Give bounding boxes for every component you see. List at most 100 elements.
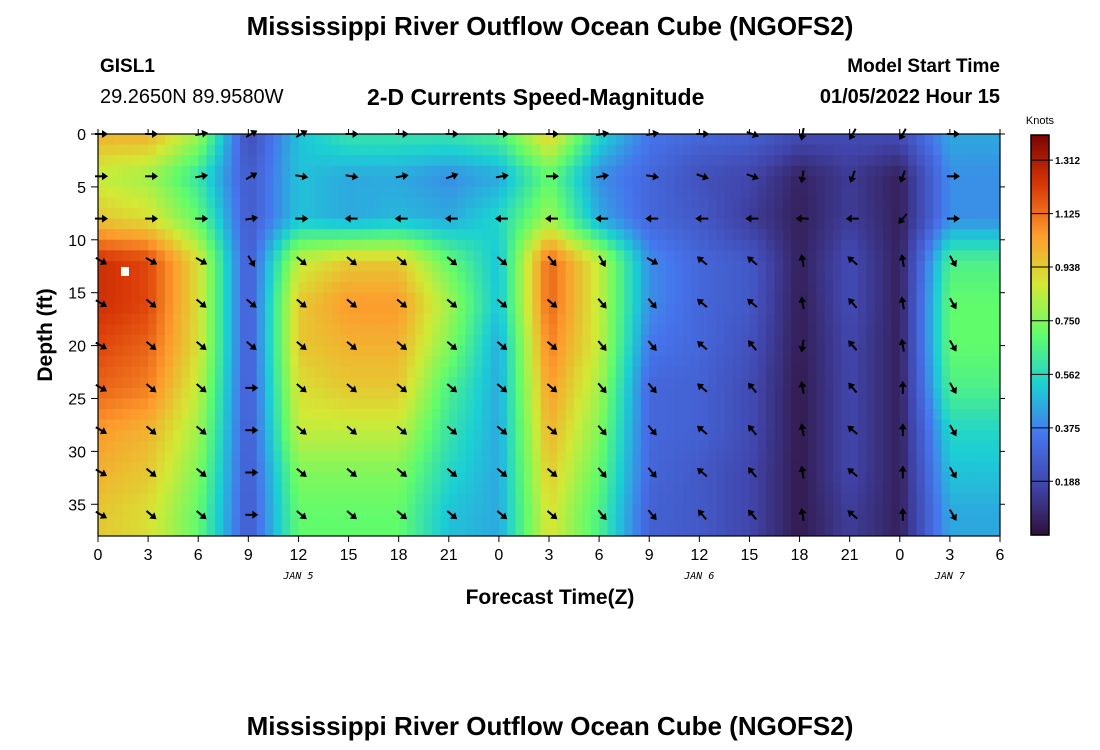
heatmap-cell: [298, 260, 308, 273]
heatmap-cell: [924, 197, 934, 209]
heatmap-cell: [139, 260, 149, 273]
heatmap-cell: [540, 197, 550, 209]
heatmap-cell: [331, 176, 341, 188]
heatmap-cell: [782, 313, 792, 326]
heatmap-cell: [131, 186, 141, 199]
heatmap-cell: [657, 440, 667, 452]
heatmap-cell: [123, 493, 133, 505]
current-arrow: [898, 213, 908, 224]
heatmap-cell: [415, 208, 425, 220]
heatmap-cell: [866, 493, 876, 505]
heatmap-cell: [482, 504, 492, 516]
heatmap-cell: [331, 356, 341, 368]
heatmap-cell: [782, 483, 792, 495]
heatmap-cell: [256, 514, 266, 527]
heatmap-cell: [966, 514, 976, 527]
heatmap-cell: [757, 155, 767, 167]
heatmap-cell: [791, 313, 801, 326]
heatmap-cell: [365, 271, 375, 283]
colorbar-segment: [1031, 235, 1049, 239]
heatmap-cell: [916, 377, 926, 389]
heatmap-cell: [315, 313, 325, 326]
current-arrow: [546, 510, 558, 520]
colorbar-segment: [1031, 287, 1049, 291]
colorbar-segment: [1031, 242, 1049, 246]
heatmap-cell: [473, 451, 483, 463]
heatmap-cell: [381, 356, 391, 368]
heatmap-cell: [265, 271, 274, 283]
heatmap-cell: [716, 335, 725, 347]
current-arrow: [746, 172, 759, 181]
heatmap-cell: [331, 229, 341, 241]
heatmap-cell: [265, 398, 274, 410]
heatmap-cell: [832, 525, 842, 536]
heatmap-cell: [624, 186, 634, 199]
heatmap-cell: [139, 493, 149, 505]
heatmap-cell: [624, 461, 634, 474]
heatmap-cell: [482, 493, 492, 505]
heatmap-cell: [281, 197, 291, 209]
heatmap-cell: [265, 165, 274, 177]
heatmap-cell: [966, 472, 976, 484]
heatmap-cell: [448, 356, 458, 368]
heatmap-cell: [148, 239, 158, 251]
heatmap-cell: [933, 483, 943, 495]
heatmap-cell: [114, 324, 124, 336]
heatmap-cell: [139, 197, 149, 209]
heatmap-cell: [164, 514, 174, 527]
heatmap-cell: [866, 186, 876, 199]
heatmap-cell: [924, 472, 934, 484]
heatmap-cell: [841, 335, 851, 347]
heatmap-cell: [206, 165, 216, 177]
heatmap-cell: [974, 514, 984, 527]
heatmap-cell: [883, 483, 893, 495]
heatmap-cell: [281, 377, 291, 389]
heatmap-cell: [883, 504, 893, 516]
heatmap-cell: [523, 356, 533, 368]
heatmap-cell: [966, 335, 976, 347]
heatmap-cell: [457, 345, 467, 357]
heatmap-cell: [540, 271, 550, 283]
heatmap-cell: [732, 282, 742, 294]
heatmap-cell: [549, 409, 558, 421]
heatmap-cell: [448, 514, 458, 527]
heatmap-cell: [974, 208, 984, 220]
heatmap-cell: [273, 356, 283, 368]
heatmap-cell: [432, 165, 442, 177]
heatmap-cell: [306, 451, 316, 463]
heatmap-cell: [699, 440, 709, 452]
heatmap-cell: [599, 335, 609, 347]
heatmap-cell: [874, 218, 884, 230]
heatmap-cell: [457, 525, 467, 536]
heatmap-cell: [974, 377, 984, 389]
heatmap-cell: [473, 461, 483, 474]
heatmap-cell: [557, 208, 567, 220]
heatmap-cell: [131, 430, 141, 442]
heatmap-cell: [916, 260, 926, 273]
station-marker: [121, 267, 129, 276]
heatmap-cell: [98, 239, 107, 251]
heatmap-cell: [958, 218, 968, 230]
heatmap-cell: [757, 271, 767, 283]
heatmap-cell: [189, 176, 199, 188]
heatmap-cell: [949, 271, 959, 283]
heatmap-cell: [148, 356, 158, 368]
heatmap-cell: [732, 366, 742, 378]
heatmap-cell: [331, 398, 341, 410]
heatmap-cell: [991, 208, 1000, 220]
heatmap-cell: [874, 282, 884, 294]
heatmap-cell: [290, 165, 300, 177]
heatmap-cell: [858, 229, 867, 241]
heatmap-cell: [849, 514, 859, 527]
heatmap-cell: [440, 440, 450, 452]
heatmap-cell: [924, 525, 934, 536]
heatmap-cell: [816, 165, 826, 177]
colorbar-segment: [1031, 435, 1049, 439]
heatmap-cell: [582, 165, 592, 177]
heatmap-cell: [114, 483, 124, 495]
heatmap-cell: [841, 186, 851, 199]
heatmap-cell: [899, 313, 909, 326]
heatmap-cell: [908, 377, 918, 389]
heatmap-cell: [198, 419, 208, 431]
colorbar-segment: [1031, 195, 1049, 199]
